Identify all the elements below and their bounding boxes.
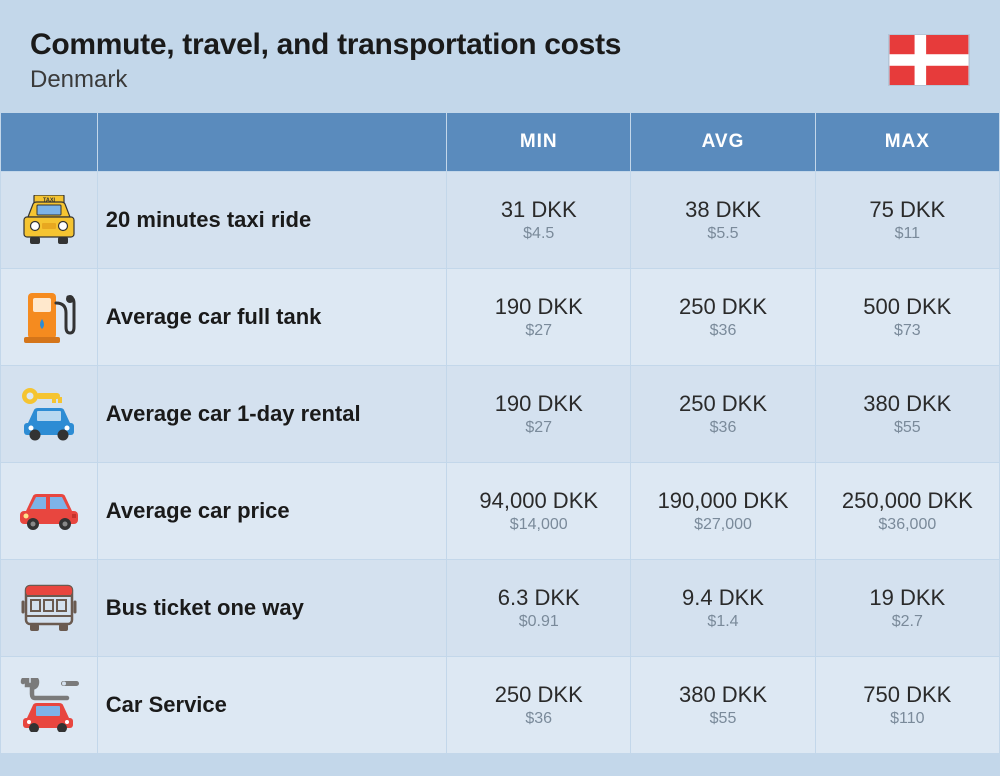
usd-value: $1.4	[631, 613, 814, 631]
usd-value: $55	[631, 710, 814, 728]
header-blank-icon	[1, 113, 97, 171]
table-row: Bus ticket one way 6.3 DKK $0.91 9.4 DKK…	[1, 560, 999, 656]
dkk-value: 75 DKK	[816, 197, 999, 223]
fuel-pump-icon	[22, 289, 76, 345]
table-row: Average car price 94,000 DKK $14,000 190…	[1, 463, 999, 559]
bus-icon	[20, 582, 78, 634]
cell-min: 31 DKK $4.5	[447, 172, 630, 268]
header-avg: AVG	[631, 113, 814, 171]
cell-avg: 250 DKK $36	[631, 366, 814, 462]
cell-avg: 250 DKK $36	[631, 269, 814, 365]
titles: Commute, travel, and transportation cost…	[30, 28, 621, 94]
row-label: Bus ticket one way	[98, 560, 446, 656]
icon-cell	[1, 269, 97, 365]
cell-avg: 9.4 DKK $1.4	[631, 560, 814, 656]
dkk-value: 38 DKK	[631, 197, 814, 223]
usd-value: $27,000	[631, 516, 814, 534]
header-blank-label	[98, 113, 446, 171]
usd-value: $2.7	[816, 613, 999, 631]
icon-cell	[1, 560, 97, 656]
usd-value: $4.5	[447, 225, 630, 243]
table-row: TAXI 20 minutes taxi ride 31 DKK $4.5 38…	[1, 172, 999, 268]
cell-max: 250,000 DKK $36,000	[816, 463, 999, 559]
cell-min: 6.3 DKK $0.91	[447, 560, 630, 656]
flag-icon	[888, 34, 970, 86]
cell-min: 94,000 DKK $14,000	[447, 463, 630, 559]
cost-table: MIN AVG MAX TAXI 20	[0, 112, 1000, 754]
row-label: Average car price	[98, 463, 446, 559]
cell-min: 190 DKK $27	[447, 366, 630, 462]
usd-value: $27	[447, 322, 630, 340]
usd-value: $36	[631, 419, 814, 437]
dkk-value: 250 DKK	[447, 682, 630, 708]
table-header-row: MIN AVG MAX	[1, 113, 999, 171]
icon-cell	[1, 657, 97, 753]
row-label: Car Service	[98, 657, 446, 753]
usd-value: $73	[816, 322, 999, 340]
dkk-value: 190,000 DKK	[631, 488, 814, 514]
row-label: 20 minutes taxi ride	[98, 172, 446, 268]
cell-avg: 380 DKK $55	[631, 657, 814, 753]
header-max: MAX	[816, 113, 999, 171]
table-row: Average car full tank 190 DKK $27 250 DK…	[1, 269, 999, 365]
dkk-value: 380 DKK	[631, 682, 814, 708]
cell-max: 19 DKK $2.7	[816, 560, 999, 656]
usd-value: $5.5	[631, 225, 814, 243]
cell-max: 500 DKK $73	[816, 269, 999, 365]
usd-value: $14,000	[447, 516, 630, 534]
usd-value: $55	[816, 419, 999, 437]
page-subtitle: Denmark	[30, 66, 621, 94]
dkk-value: 250 DKK	[631, 391, 814, 417]
car-service-icon	[17, 678, 81, 732]
car-icon	[16, 491, 82, 531]
cell-avg: 190,000 DKK $27,000	[631, 463, 814, 559]
usd-value: $110	[816, 710, 999, 728]
dkk-value: 500 DKK	[816, 294, 999, 320]
row-label: Average car 1-day rental	[98, 366, 446, 462]
usd-value: $11	[816, 225, 999, 243]
icon-cell: TAXI	[1, 172, 97, 268]
table-row: Average car 1-day rental 190 DKK $27 250…	[1, 366, 999, 462]
cell-max: 75 DKK $11	[816, 172, 999, 268]
usd-value: $36	[447, 710, 630, 728]
dkk-value: 250,000 DKK	[816, 488, 999, 514]
dkk-value: 94,000 DKK	[447, 488, 630, 514]
dkk-value: 31 DKK	[447, 197, 630, 223]
dkk-value: 380 DKK	[816, 391, 999, 417]
dkk-value: 190 DKK	[447, 391, 630, 417]
dkk-value: 6.3 DKK	[447, 585, 630, 611]
cell-avg: 38 DKK $5.5	[631, 172, 814, 268]
taxi-icon: TAXI	[20, 195, 78, 245]
car-rental-icon	[18, 387, 80, 441]
table-row: Car Service 250 DKK $36 380 DKK $55 750 …	[1, 657, 999, 753]
dkk-value: 190 DKK	[447, 294, 630, 320]
usd-value: $0.91	[447, 613, 630, 631]
cell-max: 750 DKK $110	[816, 657, 999, 753]
dkk-value: 250 DKK	[631, 294, 814, 320]
row-label: Average car full tank	[98, 269, 446, 365]
cell-min: 190 DKK $27	[447, 269, 630, 365]
usd-value: $36,000	[816, 516, 999, 534]
cell-max: 380 DKK $55	[816, 366, 999, 462]
dkk-value: 9.4 DKK	[631, 585, 814, 611]
usd-value: $27	[447, 419, 630, 437]
cell-min: 250 DKK $36	[447, 657, 630, 753]
page-title: Commute, travel, and transportation cost…	[30, 28, 621, 62]
dkk-value: 750 DKK	[816, 682, 999, 708]
icon-cell	[1, 463, 97, 559]
header-min: MIN	[447, 113, 630, 171]
usd-value: $36	[631, 322, 814, 340]
icon-cell	[1, 366, 97, 462]
header: Commute, travel, and transportation cost…	[0, 0, 1000, 112]
dkk-value: 19 DKK	[816, 585, 999, 611]
